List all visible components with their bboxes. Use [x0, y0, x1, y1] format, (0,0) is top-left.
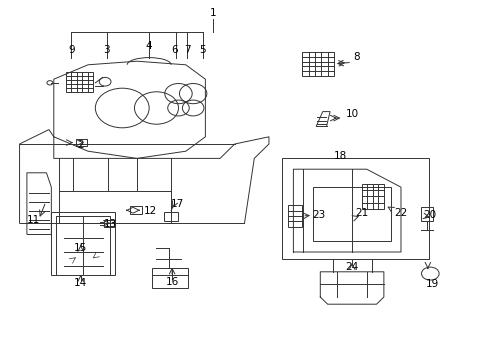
- Text: 9: 9: [68, 45, 75, 55]
- Bar: [129, 206, 142, 214]
- Bar: [151, 268, 188, 288]
- Text: 11: 11: [26, 215, 40, 225]
- Text: 16: 16: [165, 276, 179, 287]
- Text: 24: 24: [345, 262, 358, 272]
- Bar: [51, 212, 115, 275]
- Bar: [104, 220, 114, 227]
- Bar: [287, 205, 302, 227]
- Text: 12: 12: [143, 206, 157, 216]
- Text: 6: 6: [171, 45, 178, 55]
- Text: 19: 19: [425, 279, 439, 289]
- Bar: [420, 207, 432, 221]
- Text: 13: 13: [103, 219, 117, 229]
- Bar: [282, 158, 428, 259]
- Text: 14: 14: [74, 278, 87, 288]
- Text: 5: 5: [199, 45, 206, 55]
- Text: 7: 7: [184, 45, 191, 55]
- Text: 18: 18: [333, 150, 347, 161]
- Text: 20: 20: [422, 210, 435, 220]
- Bar: [66, 72, 93, 92]
- Bar: [76, 139, 86, 146]
- Text: 21: 21: [354, 208, 368, 218]
- Text: 23: 23: [311, 210, 325, 220]
- Bar: [361, 184, 383, 209]
- Bar: [163, 212, 178, 221]
- Text: 1: 1: [209, 8, 216, 18]
- Bar: [312, 187, 390, 241]
- Text: 10: 10: [345, 109, 358, 120]
- Text: 15: 15: [74, 243, 87, 253]
- Text: 17: 17: [170, 199, 183, 210]
- Text: 3: 3: [103, 45, 110, 55]
- Text: 4: 4: [145, 41, 152, 51]
- Text: 2: 2: [77, 140, 84, 150]
- Text: 22: 22: [393, 208, 407, 218]
- Text: 8: 8: [353, 51, 360, 62]
- Bar: [302, 52, 333, 76]
